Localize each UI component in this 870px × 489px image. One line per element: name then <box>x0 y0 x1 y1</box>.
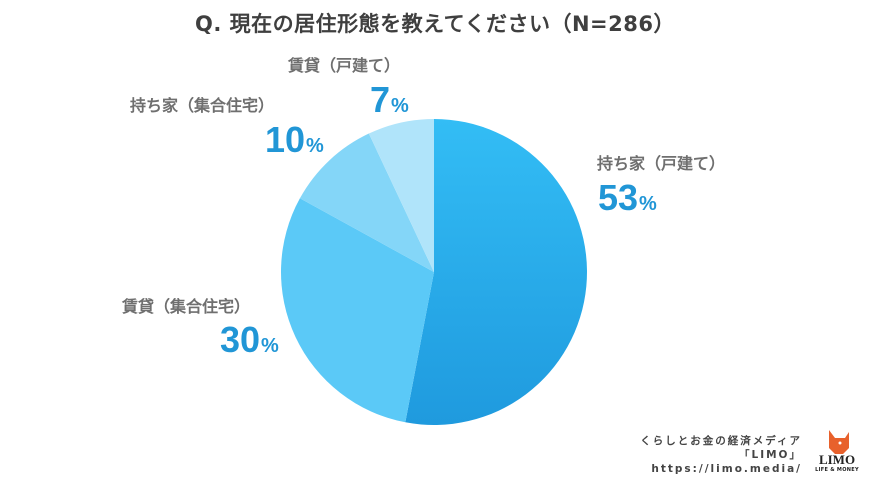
label-owned-house: 持ち家（戸建て） <box>597 154 726 173</box>
pct-rented-apartment-value: 30 <box>220 319 261 360</box>
label-owned-apartment: 持ち家（集合住宅） <box>130 96 275 115</box>
pct-owned-house: 53% <box>598 180 657 216</box>
slice-rented-house <box>368 119 434 272</box>
pct-owned-house-sign: % <box>639 193 657 215</box>
slice-rented-apartment <box>281 198 434 423</box>
pct-rented-apartment-sign: % <box>261 335 279 357</box>
label-rented-house: 賃貸（戸建て） <box>288 56 401 75</box>
credit-line-2: 「LIMO」 <box>739 449 802 461</box>
slice-owned-apartment <box>299 133 434 272</box>
credit-line-3: https://limo.media/ <box>651 463 802 475</box>
pct-rented-house-sign: % <box>391 95 409 117</box>
pct-owned-apartment-value: 10 <box>265 119 306 160</box>
logo-subtext: LIFE & MONEY <box>815 467 859 473</box>
pct-rented-house: 7% <box>370 82 409 118</box>
pct-owned-apartment: 10% <box>265 122 324 158</box>
limo-fox-logo-icon <box>829 430 849 454</box>
logo-text: LIMO <box>818 452 856 467</box>
slice-owned-house <box>405 119 587 425</box>
credit-line-1: くらしとお金の経済メディア <box>640 435 802 447</box>
pct-owned-apartment-sign: % <box>306 135 324 157</box>
pct-owned-house-value: 53 <box>598 177 639 218</box>
label-rented-apartment: 賃貸（集合住宅） <box>122 297 251 316</box>
pct-rented-apartment: 30% <box>220 322 279 358</box>
pct-rented-house-value: 7 <box>370 79 391 120</box>
chart-title: Q. 現在の居住形態を教えてください（N=286） <box>195 12 675 36</box>
source-credit: くらしとお金の経済メディア 「LIMO」 https://limo.media/ <box>640 434 802 476</box>
